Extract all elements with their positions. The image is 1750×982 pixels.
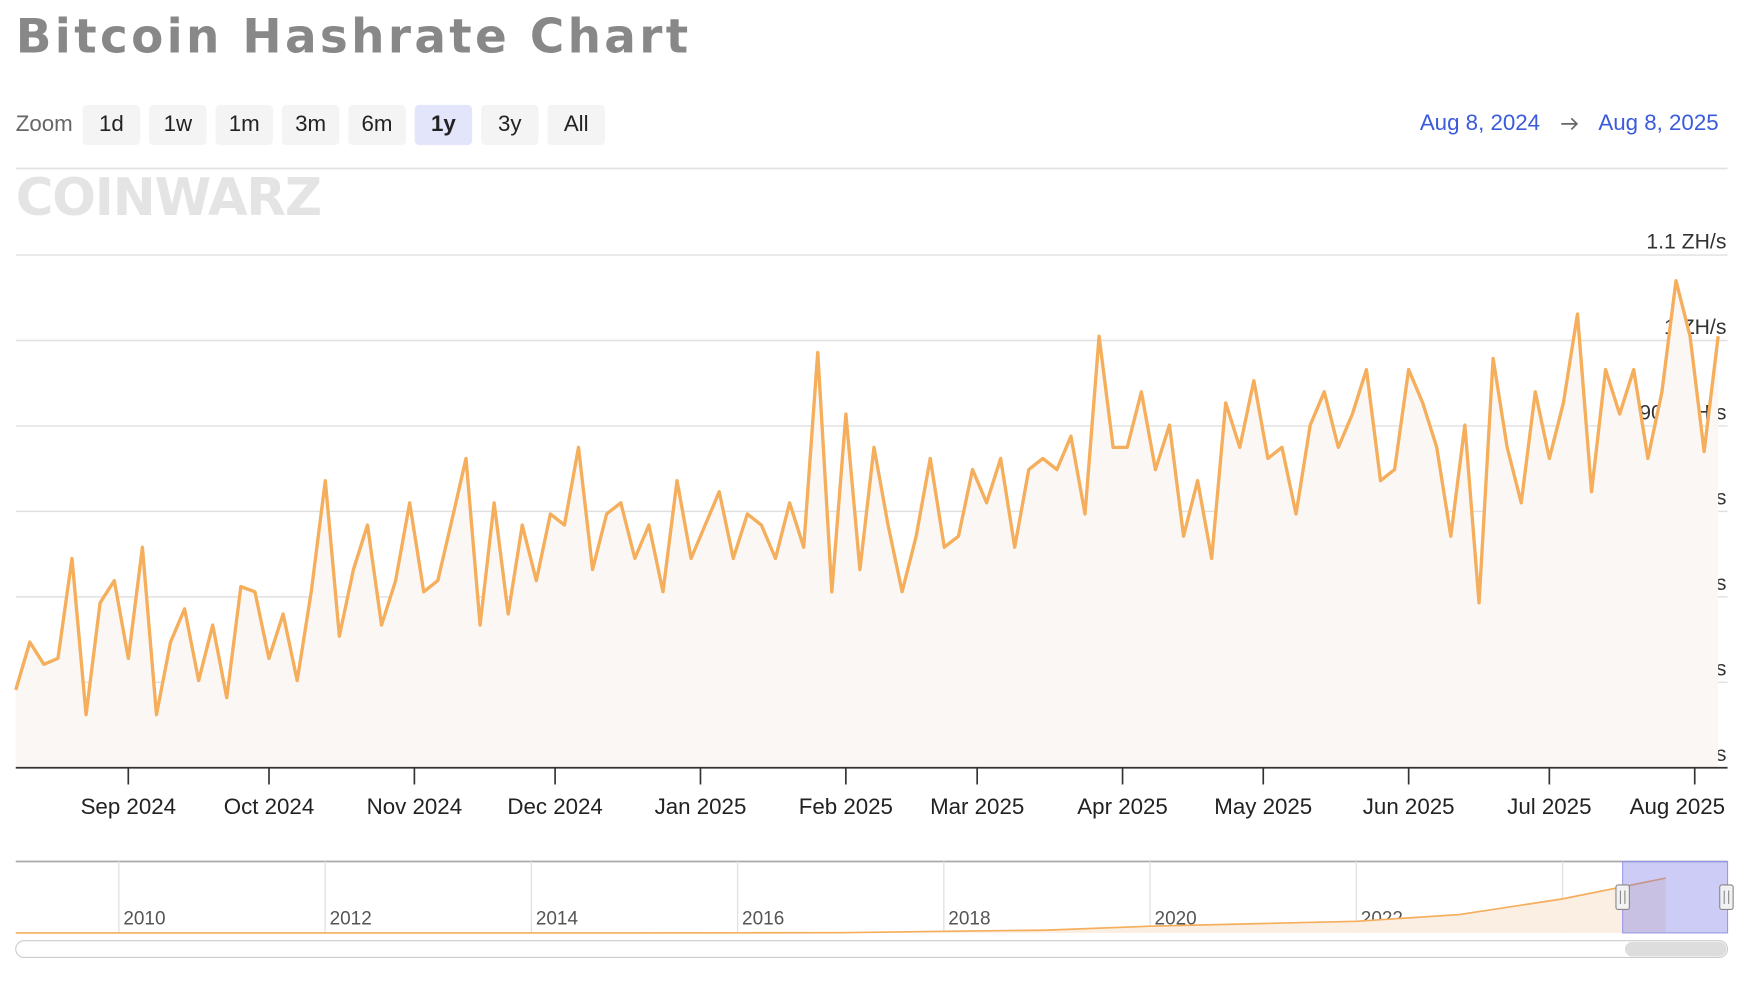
zoom-button-label[interactable]: 1y — [431, 111, 456, 136]
zoom-button-label[interactable]: 6m — [362, 111, 393, 136]
zoom-label: Zoom — [16, 111, 73, 136]
zoom-button[interactable] — [149, 104, 207, 146]
navigator-handle[interactable] — [1719, 884, 1734, 911]
navigator-tick-label: 2012 — [330, 909, 372, 930]
x-tick-label: Sep 2024 — [81, 794, 176, 819]
navigator-area — [15, 878, 1666, 933]
x-tick-label: Apr 2025 — [1077, 794, 1168, 819]
navigator-tick-label: 2018 — [948, 909, 990, 930]
x-tick-label: Oct 2024 — [224, 794, 314, 819]
x-tick-label: Jan 2025 — [655, 794, 747, 819]
zoom-button-label[interactable]: 1w — [164, 111, 193, 136]
zoom-button[interactable] — [348, 104, 406, 146]
zoom-button-label[interactable]: 3y — [498, 111, 522, 136]
x-tick-label: Mar 2025 — [930, 794, 1024, 819]
x-tick-label: Jul 2025 — [1507, 794, 1591, 819]
chart-title: Bitcoin Hashrate Chart — [16, 11, 692, 65]
navigator-tick-label: 2016 — [742, 909, 784, 930]
zoom-button[interactable] — [281, 104, 340, 146]
zoom-button[interactable] — [547, 104, 605, 146]
range-end[interactable]: Aug 8, 2025 — [1598, 110, 1718, 135]
range-arrow — [1561, 117, 1579, 131]
zoom-button[interactable] — [414, 104, 473, 146]
x-tick-label: Jun 2025 — [1363, 794, 1455, 819]
zoom-button[interactable] — [215, 104, 273, 146]
y-tick-label: 1.1 ZH/s — [1646, 230, 1726, 253]
navigator-tick-label: 2020 — [1155, 909, 1197, 930]
navigator-tick-label: 2014 — [536, 909, 578, 930]
navigator-selection[interactable] — [1622, 860, 1729, 934]
zoom-button-label[interactable]: 3m — [295, 111, 326, 136]
scrollbar-track[interactable] — [15, 940, 1729, 959]
x-tick-label: Dec 2024 — [507, 794, 602, 819]
navigator-line — [15, 877, 1666, 934]
x-tick-label: May 2025 — [1214, 794, 1312, 819]
zoom-button[interactable] — [82, 104, 141, 146]
scrollbar-thumb[interactable] — [1624, 941, 1727, 957]
x-tick-label: Feb 2025 — [799, 794, 893, 819]
navigator-handle-grip — [1619, 890, 1626, 904]
x-tick-label: Aug 2025 — [1630, 794, 1725, 819]
range-start[interactable]: Aug 8, 2024 — [1420, 110, 1540, 135]
watermark: COINWARZ — [16, 168, 321, 228]
navigator-handle-grip — [1723, 890, 1730, 904]
zoom-button[interactable] — [481, 104, 539, 146]
navigator-tick-label: 2010 — [123, 909, 165, 930]
zoom-button-label[interactable]: All — [564, 111, 589, 136]
navigator-handle[interactable] — [1615, 884, 1630, 911]
x-tick-label: Nov 2024 — [367, 794, 462, 819]
data-line — [14, 278, 1720, 717]
zoom-button-label[interactable]: 1m — [229, 111, 260, 136]
zoom-button-label[interactable]: 1d — [99, 111, 124, 136]
area-fill — [15, 280, 1719, 768]
